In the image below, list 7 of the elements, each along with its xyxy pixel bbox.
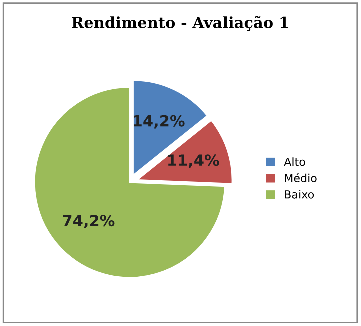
legend-label: Médio	[285, 173, 317, 183]
data-label: 14,2%	[134, 115, 185, 129]
legend-label: Baixo	[285, 190, 314, 199]
data-label: 11,4%	[168, 154, 220, 168]
chart-title: Rendimento - Avaliação 1	[72, 16, 288, 32]
legend-label: Alto	[284, 158, 306, 166]
data-label: 74,2%	[63, 215, 115, 229]
